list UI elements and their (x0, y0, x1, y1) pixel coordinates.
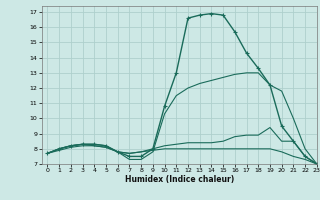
X-axis label: Humidex (Indice chaleur): Humidex (Indice chaleur) (124, 175, 234, 184)
